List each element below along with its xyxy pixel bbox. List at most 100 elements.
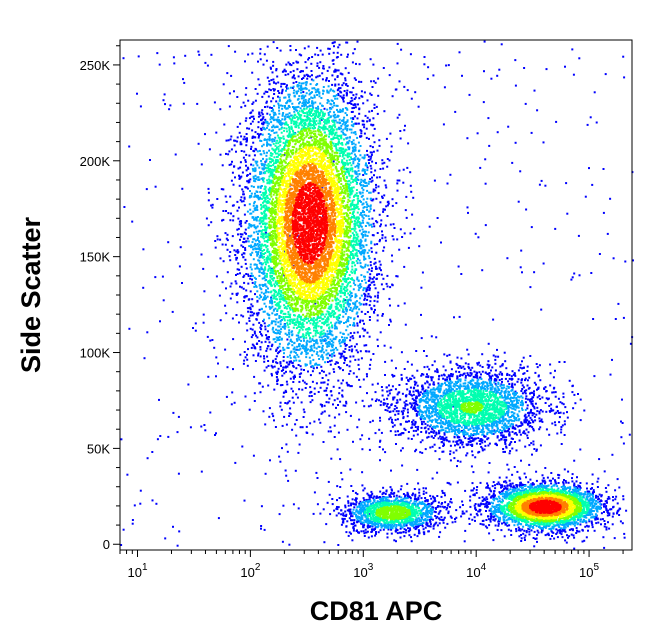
data-point bbox=[591, 183, 594, 186]
data-point bbox=[286, 383, 289, 386]
data-point bbox=[252, 258, 255, 261]
data-point bbox=[510, 385, 513, 388]
data-point bbox=[366, 331, 369, 334]
data-point bbox=[333, 416, 336, 419]
data-point bbox=[231, 391, 234, 394]
data-point bbox=[335, 335, 338, 338]
data-point bbox=[508, 374, 511, 377]
data-point bbox=[293, 77, 296, 80]
data-point bbox=[532, 392, 535, 395]
data-point bbox=[471, 440, 474, 442]
data-point bbox=[530, 529, 533, 532]
data-point bbox=[478, 504, 481, 507]
data-point bbox=[557, 473, 560, 476]
data-point bbox=[309, 374, 312, 377]
data-point bbox=[244, 395, 247, 398]
data-point bbox=[485, 486, 488, 489]
data-point bbox=[497, 522, 500, 525]
data-point bbox=[248, 127, 251, 130]
data-point bbox=[409, 393, 412, 396]
data-point bbox=[544, 184, 547, 187]
data-point bbox=[579, 520, 582, 523]
data-point bbox=[525, 531, 528, 534]
data-point bbox=[207, 199, 210, 202]
data-point bbox=[345, 321, 347, 324]
data-point bbox=[345, 515, 347, 517]
data-point bbox=[123, 206, 126, 208]
data-point bbox=[305, 66, 308, 69]
data-point bbox=[242, 193, 245, 196]
data-point bbox=[406, 388, 409, 391]
data-point bbox=[451, 521, 454, 524]
data-point bbox=[469, 495, 472, 498]
data-point bbox=[605, 509, 608, 511]
data-point bbox=[496, 498, 499, 501]
data-point bbox=[252, 175, 255, 178]
data-point bbox=[543, 479, 546, 482]
data-point bbox=[468, 434, 471, 437]
data-point bbox=[402, 181, 405, 184]
data-point bbox=[209, 339, 212, 342]
data-point bbox=[266, 330, 269, 333]
data-point bbox=[389, 495, 392, 498]
data-point bbox=[386, 496, 389, 499]
data-point bbox=[331, 59, 334, 62]
data-point bbox=[368, 180, 371, 183]
data-point bbox=[521, 404, 524, 407]
data-point bbox=[260, 140, 263, 142]
data-point bbox=[266, 138, 269, 141]
data-point bbox=[593, 491, 595, 493]
data-point bbox=[329, 426, 332, 429]
data-point bbox=[252, 141, 255, 144]
data-point bbox=[350, 504, 352, 507]
data-point bbox=[340, 341, 343, 344]
data-point bbox=[249, 327, 252, 330]
data-point bbox=[443, 86, 446, 89]
data-point bbox=[284, 70, 287, 73]
data-point bbox=[408, 393, 411, 395]
data-point bbox=[571, 480, 574, 483]
data-point bbox=[394, 430, 397, 433]
data-point bbox=[304, 387, 307, 389]
data-point bbox=[421, 423, 424, 426]
data-point bbox=[341, 394, 344, 397]
data-point bbox=[236, 200, 239, 203]
data-point bbox=[361, 156, 364, 159]
data-point bbox=[181, 282, 183, 284]
data-point bbox=[272, 88, 275, 90]
data-point bbox=[323, 541, 326, 544]
data-point bbox=[609, 373, 612, 376]
data-point bbox=[373, 495, 376, 498]
data-point bbox=[462, 446, 465, 449]
data-point bbox=[376, 294, 379, 297]
data-point bbox=[377, 94, 380, 97]
data-point bbox=[332, 160, 335, 163]
data-point bbox=[489, 520, 492, 523]
data-point bbox=[397, 410, 400, 413]
data-point bbox=[337, 366, 340, 368]
data-point bbox=[370, 307, 373, 310]
data-point bbox=[351, 120, 353, 123]
data-point bbox=[618, 507, 621, 510]
data-point bbox=[373, 103, 376, 106]
data-point bbox=[505, 439, 508, 441]
data-point bbox=[576, 487, 579, 490]
data-point bbox=[399, 130, 402, 132]
data-point bbox=[551, 531, 554, 534]
data-point bbox=[233, 249, 236, 252]
data-point bbox=[311, 380, 314, 383]
data-point bbox=[562, 396, 565, 399]
data-point bbox=[283, 250, 286, 253]
data-point bbox=[487, 117, 490, 120]
data-point bbox=[418, 404, 421, 407]
data-point bbox=[340, 523, 343, 526]
data-point bbox=[415, 381, 418, 384]
data-point bbox=[347, 534, 350, 537]
data-point bbox=[291, 371, 294, 374]
data-point bbox=[323, 410, 326, 413]
data-point bbox=[366, 526, 369, 529]
data-point bbox=[396, 182, 399, 185]
data-point bbox=[483, 448, 486, 451]
data-point bbox=[383, 496, 386, 499]
data-point bbox=[487, 515, 490, 518]
